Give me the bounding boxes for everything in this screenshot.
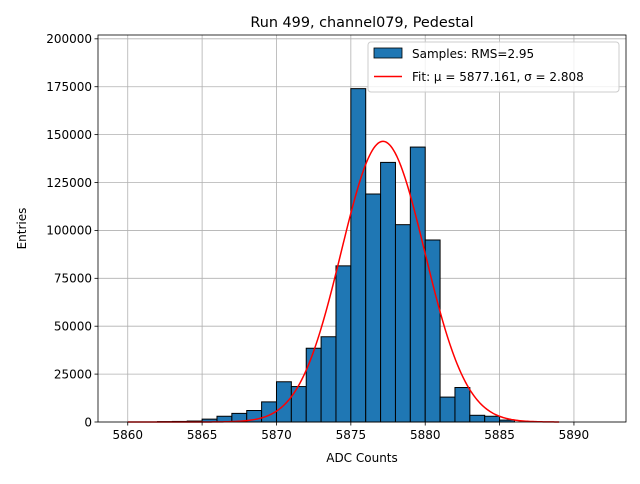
y-tick-label: 75000: [54, 272, 92, 286]
x-tick-label: 5860: [112, 428, 143, 442]
y-axis-label: Entries: [15, 208, 29, 250]
histogram-bar: [381, 162, 396, 422]
histogram-bar: [276, 382, 291, 422]
histogram-bar: [306, 348, 321, 422]
histogram-bar: [440, 397, 455, 422]
legend-samples-label: Samples: RMS=2.95: [412, 47, 534, 61]
histogram-bar: [351, 89, 366, 422]
y-tick-label: 175000: [46, 80, 92, 94]
x-tick-label: 5890: [559, 428, 590, 442]
histogram-bar: [425, 240, 440, 422]
histogram-bar: [291, 387, 306, 422]
y-axis-ticks: 0 25000 50000 75000 100000 125000 150000 175000…: [46, 32, 98, 429]
histogram-bar: [485, 416, 500, 422]
histogram-bar: [395, 225, 410, 422]
histogram-bar: [366, 194, 381, 422]
x-axis-label: ADC Counts: [326, 451, 398, 465]
histogram-bar: [336, 266, 351, 422]
histogram-bar: [321, 337, 336, 422]
histogram-bar: [455, 388, 470, 422]
legend-fit-label: Fit: μ = 5877.161, σ = 2.808: [412, 70, 584, 84]
y-tick-label: 100000: [46, 224, 92, 238]
legend-samples-swatch: [374, 48, 402, 58]
histogram-bar: [470, 415, 485, 422]
y-tick-label: 0: [84, 415, 92, 429]
y-tick-label: 150000: [46, 128, 92, 142]
y-tick-label: 25000: [54, 367, 92, 381]
x-tick-label: 5870: [261, 428, 292, 442]
y-tick-label: 50000: [54, 320, 92, 334]
x-tick-label: 5880: [410, 428, 441, 442]
legend: Samples: RMS=2.95 Fit: μ = 5877.161, σ =…: [368, 42, 619, 92]
histogram-bar: [410, 147, 425, 422]
x-tick-label: 5875: [336, 428, 367, 442]
y-tick-label: 125000: [46, 176, 92, 190]
x-tick-label: 5865: [187, 428, 218, 442]
x-tick-label: 5885: [484, 428, 515, 442]
chart-title: Run 499, channel079, Pedestal: [250, 15, 473, 31]
y-tick-label: 200000: [46, 32, 92, 46]
